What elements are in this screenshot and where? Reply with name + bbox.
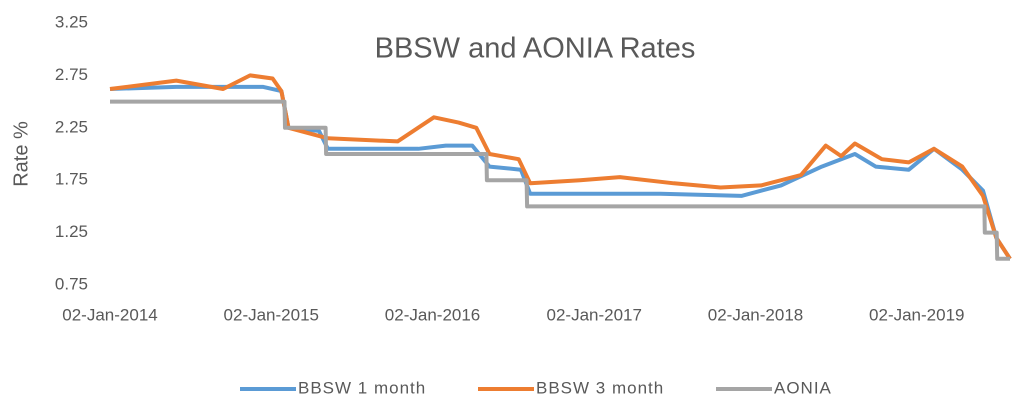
series-line bbox=[109, 84, 1012, 260]
legend-label: AONIA bbox=[774, 378, 832, 397]
chart-title: BBSW and AONIA Rates bbox=[375, 33, 696, 65]
series-line bbox=[109, 73, 1012, 260]
x-tick-label: 02-Jan-2017 bbox=[547, 305, 642, 324]
y-axis-label: Rate % bbox=[10, 121, 32, 187]
y-tick-label: 2.75 bbox=[55, 65, 88, 84]
y-tick-label: 3.25 bbox=[55, 12, 88, 31]
y-tick-label: 0.75 bbox=[55, 274, 88, 293]
legend-label: BBSW 3 month bbox=[536, 378, 664, 397]
x-tick-label: 02-Jan-2018 bbox=[708, 305, 803, 324]
y-tick-label: 1.25 bbox=[55, 222, 88, 241]
y-tick-label: 1.75 bbox=[55, 170, 88, 189]
x-tick-label: 02-Jan-2019 bbox=[869, 305, 964, 324]
legend-label: BBSW 1 month bbox=[298, 378, 426, 397]
y-tick-label: 2.25 bbox=[55, 117, 88, 136]
x-tick-label: 02-Jan-2016 bbox=[385, 305, 480, 324]
x-tick-label: 02-Jan-2015 bbox=[224, 305, 319, 324]
x-tick-label: 02-Jan-2014 bbox=[62, 305, 157, 324]
series-line bbox=[110, 99, 1010, 261]
